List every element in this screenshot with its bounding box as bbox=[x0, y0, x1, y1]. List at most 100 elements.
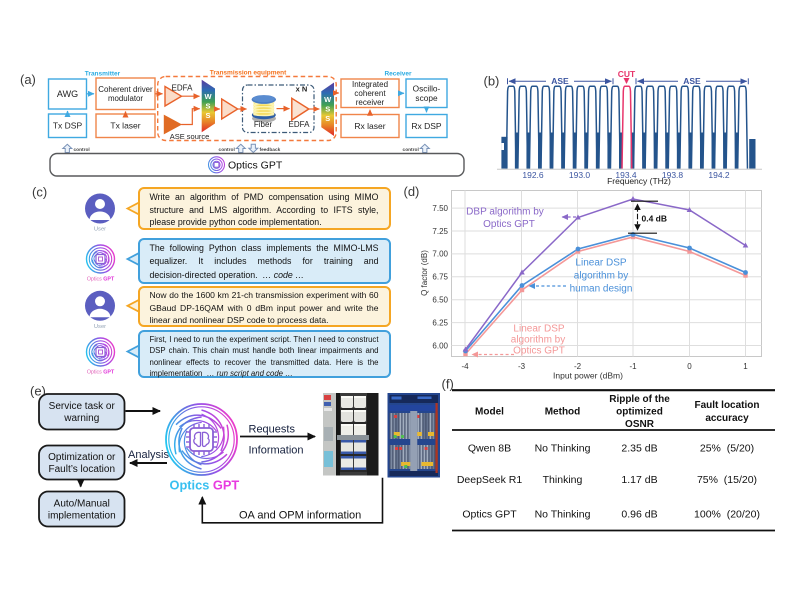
svg-text:accuracy: accuracy bbox=[705, 413, 749, 424]
svg-text:193.8: 193.8 bbox=[662, 170, 684, 180]
svg-text:S: S bbox=[325, 105, 330, 114]
svg-text:193.4: 193.4 bbox=[615, 170, 637, 180]
svg-text:Optics GPT: Optics GPT bbox=[513, 346, 565, 357]
svg-text:Linear DSP: Linear DSP bbox=[575, 258, 626, 269]
svg-text:25% (5/20): 25% (5/20) bbox=[700, 443, 754, 455]
svg-text:Optics GPT: Optics GPT bbox=[228, 160, 283, 172]
svg-text:75% (15/20): 75% (15/20) bbox=[697, 474, 757, 486]
svg-text:Optimization or: Optimization or bbox=[48, 452, 116, 463]
svg-text:Q factor (dB): Q factor (dB) bbox=[420, 250, 429, 296]
svg-text:Ripple of the: Ripple of the bbox=[609, 394, 670, 405]
svg-text:modulator: modulator bbox=[108, 94, 143, 103]
svg-text:control: control bbox=[403, 147, 419, 153]
svg-text:Information: Information bbox=[249, 445, 304, 457]
svg-text:control: control bbox=[219, 147, 235, 153]
svg-text:Oscillo-: Oscillo- bbox=[413, 83, 441, 93]
svg-text:EDFA: EDFA bbox=[172, 84, 194, 93]
svg-text:Thinking: Thinking bbox=[543, 474, 583, 486]
svg-text:1: 1 bbox=[743, 362, 748, 371]
svg-text:ASE: ASE bbox=[551, 76, 569, 86]
svg-text:User: User bbox=[94, 227, 106, 233]
svg-text:(b): (b) bbox=[484, 74, 500, 89]
svg-text:Optics GPT: Optics GPT bbox=[87, 370, 115, 376]
svg-text:Tx laser: Tx laser bbox=[110, 121, 140, 131]
svg-text:192.6: 192.6 bbox=[522, 170, 544, 180]
svg-text:No Thinking: No Thinking bbox=[535, 509, 591, 521]
svg-text:Fault location: Fault location bbox=[695, 400, 760, 411]
svg-text:AWG: AWG bbox=[57, 89, 78, 99]
svg-text:No Thinking: No Thinking bbox=[535, 443, 591, 455]
svg-text:6.00: 6.00 bbox=[432, 341, 448, 350]
svg-text:receiver: receiver bbox=[356, 98, 385, 107]
svg-text:0.96 dB: 0.96 dB bbox=[621, 509, 657, 521]
svg-text:(f): (f) bbox=[442, 377, 454, 392]
svg-text:-4: -4 bbox=[461, 362, 469, 371]
svg-text:Qwen 8B: Qwen 8B bbox=[468, 443, 511, 455]
svg-text:(a): (a) bbox=[20, 72, 36, 87]
svg-text:Optics GPT: Optics GPT bbox=[170, 478, 240, 493]
svg-text:x N: x N bbox=[296, 85, 308, 94]
svg-text:-2: -2 bbox=[574, 362, 582, 371]
svg-text:control: control bbox=[74, 147, 90, 153]
svg-text:scope: scope bbox=[415, 93, 438, 103]
svg-text:194.2: 194.2 bbox=[708, 170, 730, 180]
svg-text:(c): (c) bbox=[32, 185, 47, 200]
svg-text:W: W bbox=[204, 92, 212, 101]
svg-text:human design: human design bbox=[570, 284, 633, 295]
svg-text:coherent: coherent bbox=[354, 89, 386, 98]
svg-text:7.50: 7.50 bbox=[432, 204, 448, 213]
svg-text:Requests: Requests bbox=[249, 424, 296, 436]
svg-text:Fault’s location: Fault’s location bbox=[48, 464, 115, 475]
svg-text:Linear DSP: Linear DSP bbox=[513, 324, 564, 335]
svg-text:User: User bbox=[94, 324, 106, 330]
svg-text:S: S bbox=[205, 102, 210, 111]
svg-text:6.75: 6.75 bbox=[432, 273, 448, 282]
svg-text:DBP algorithm by: DBP algorithm by bbox=[466, 207, 544, 218]
svg-text:Analysis: Analysis bbox=[128, 449, 169, 461]
svg-text:Optics GPT: Optics GPT bbox=[462, 509, 517, 521]
svg-text:S: S bbox=[205, 111, 210, 120]
svg-text:6.50: 6.50 bbox=[432, 296, 448, 305]
svg-text:warning: warning bbox=[63, 413, 99, 424]
svg-text:CUT: CUT bbox=[618, 69, 636, 79]
svg-text:Coherent driver: Coherent driver bbox=[98, 85, 153, 94]
svg-text:DeepSeek R1: DeepSeek R1 bbox=[457, 474, 523, 486]
svg-text:193.0: 193.0 bbox=[569, 170, 591, 180]
svg-text:Receiver: Receiver bbox=[384, 71, 412, 78]
svg-text:-3: -3 bbox=[518, 362, 526, 371]
svg-text:(e): (e) bbox=[30, 384, 46, 399]
svg-text:Integrated: Integrated bbox=[352, 80, 388, 89]
svg-text:Transmission equipment: Transmission equipment bbox=[210, 70, 287, 77]
svg-text:7.25: 7.25 bbox=[432, 227, 448, 236]
svg-text:feedback: feedback bbox=[260, 147, 281, 153]
svg-text:EDFA: EDFA bbox=[289, 120, 311, 129]
svg-text:6.25: 6.25 bbox=[432, 318, 448, 327]
svg-text:ASE source: ASE source bbox=[170, 132, 210, 141]
svg-text:Method: Method bbox=[545, 407, 581, 418]
svg-text:W: W bbox=[324, 95, 332, 104]
svg-text:Rx laser: Rx laser bbox=[354, 121, 385, 131]
svg-text:0.4 dB: 0.4 dB bbox=[642, 214, 668, 224]
svg-text:ASE: ASE bbox=[683, 76, 701, 86]
svg-text:algorithm by: algorithm by bbox=[511, 335, 565, 346]
svg-text:implementation: implementation bbox=[48, 511, 116, 522]
svg-text:optimized: optimized bbox=[616, 407, 663, 418]
svg-text:Input power (dBm): Input power (dBm) bbox=[553, 371, 623, 381]
svg-text:7.00: 7.00 bbox=[432, 250, 448, 259]
svg-text:0: 0 bbox=[687, 362, 692, 371]
svg-text:-1: -1 bbox=[629, 362, 637, 371]
svg-text:Fiber: Fiber bbox=[254, 120, 273, 129]
svg-text:2.35 dB: 2.35 dB bbox=[621, 443, 657, 455]
svg-text:Optics GPT: Optics GPT bbox=[87, 277, 115, 283]
svg-text:Tx DSP: Tx DSP bbox=[53, 121, 83, 131]
svg-text:OA and OPM information: OA and OPM information bbox=[239, 510, 361, 522]
svg-text:100% (20/20): 100% (20/20) bbox=[694, 509, 760, 521]
svg-text:Optics GPT: Optics GPT bbox=[483, 219, 535, 230]
svg-text:Auto/Manual: Auto/Manual bbox=[54, 499, 110, 510]
svg-text:Service task or: Service task or bbox=[49, 401, 116, 412]
svg-text:algorithm by: algorithm by bbox=[574, 271, 628, 282]
svg-text:Model: Model bbox=[475, 407, 504, 418]
svg-text:Transmitter: Transmitter bbox=[85, 71, 121, 78]
svg-text:S: S bbox=[325, 114, 330, 123]
svg-text:OSNR: OSNR bbox=[625, 419, 655, 430]
